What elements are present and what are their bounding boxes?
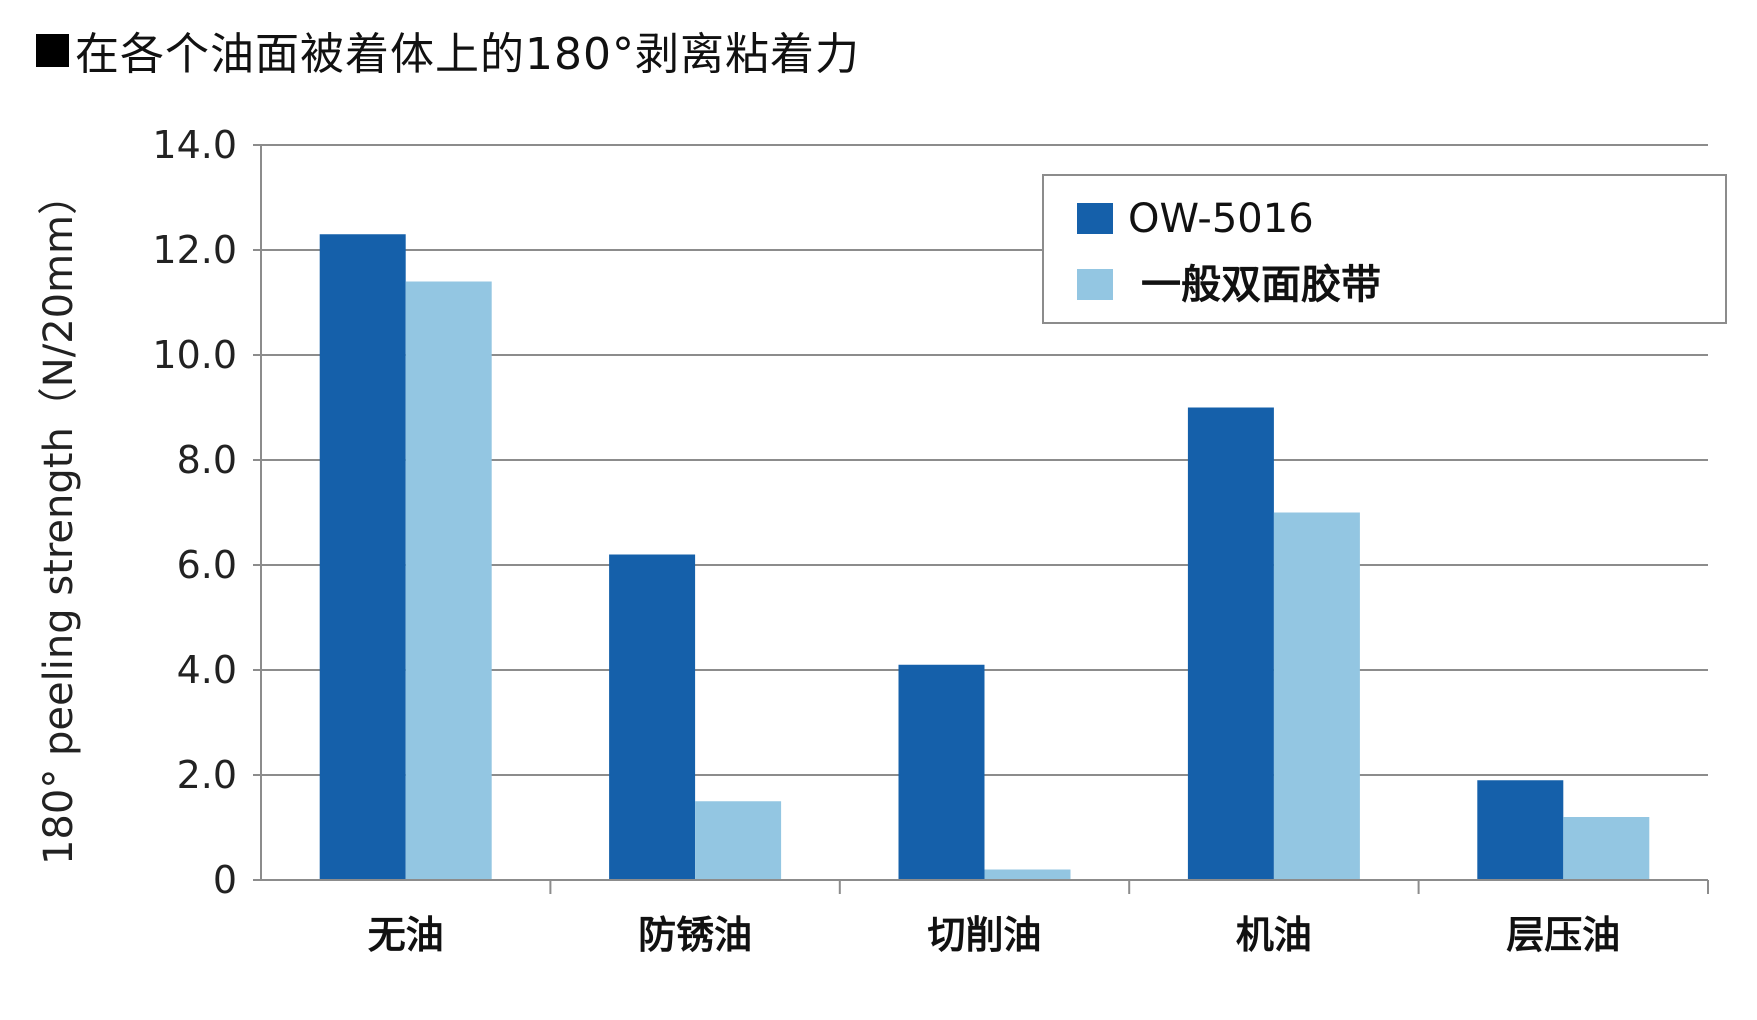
title-square-bullet-icon [36, 33, 69, 67]
bar-ow-5016-3 [1187, 407, 1274, 880]
bar-general-tape-4 [1563, 817, 1650, 880]
x-category-label: 机油 [1236, 913, 1312, 957]
bar-general-tape-3 [1273, 512, 1360, 880]
x-category-label: 无油 [368, 913, 444, 957]
bar-general-tape-0 [405, 281, 492, 880]
y-tick-label: 4.0 [177, 648, 237, 692]
y-tick-label: 8.0 [177, 438, 237, 482]
bar-ow-5016-4 [1477, 780, 1564, 880]
bar-ow-5016-0 [319, 234, 406, 880]
bars [319, 234, 1650, 880]
axes [253, 144, 1709, 894]
bar-general-tape-1 [695, 801, 782, 880]
x-category-label: 层压油 [1506, 913, 1620, 957]
legend-box [1042, 174, 1727, 324]
chart-title-row: 在各个油面被着体上的180°剥离粘着力 [36, 18, 860, 82]
y-tick-label: 0 [213, 858, 237, 902]
y-tick-label: 14.0 [152, 123, 237, 167]
x-category-label: 防锈油 [638, 913, 752, 957]
legend-swatch-ow-5016 [1077, 203, 1113, 234]
y-tick-label: 2.0 [177, 753, 237, 797]
legend-swatch-general-double-sided-tape [1077, 269, 1113, 300]
bar-ow-5016-2 [898, 664, 985, 880]
y-tick-label: 10.0 [152, 333, 237, 377]
chart-title: 在各个油面被着体上的180°剥离粘着力 [75, 29, 860, 80]
x-category-label: 切削油 [927, 913, 1041, 957]
bar-general-tape-2 [984, 869, 1071, 880]
y-axis-label: 180° peeling strength（N/20mm） [36, 175, 82, 865]
y-tick-label: 6.0 [177, 543, 237, 587]
legend: OW-5016 一般双面胶带 [1042, 174, 1727, 324]
bar-ow-5016-1 [609, 554, 696, 880]
legend-label-general-double-sided-tape: 一般双面胶带 [1141, 262, 1381, 308]
axis-labels: 0 2.0 4.0 6.0 8.0 10.0 12.0 14.0 无油 防锈油 切削油 机油 层压油 [152, 123, 1620, 957]
legend-label-ow-5016: OW-5016 [1128, 196, 1314, 242]
y-tick-label: 12.0 [152, 228, 237, 272]
